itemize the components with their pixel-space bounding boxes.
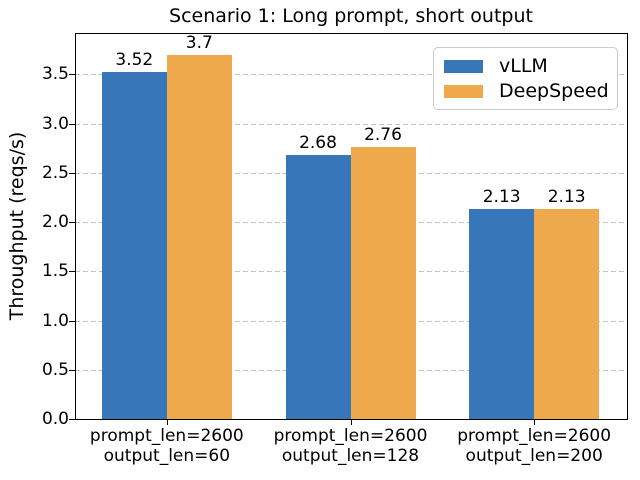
gridline [75,123,626,125]
bar-deepspeed [350,147,416,419]
bar-value-label: 2.68 [299,133,337,154]
bar-value-label: 2.13 [547,187,586,208]
x-tick-mark [350,419,352,425]
y-tick-label: 3.0 [41,113,69,134]
legend: vLLM DeepSpeed [433,47,618,110]
y-tick-mark [69,320,75,322]
y-tick-mark [69,123,75,125]
gridline [75,74,626,76]
chart-title: Scenario 1: Long prompt, short output [169,5,533,27]
legend-swatch-vllm [444,59,483,73]
bar-vllm [101,72,167,419]
bar-value-label: 3.7 [185,32,213,53]
bar-vllm [285,155,351,419]
x-tick-label: prompt_len=2600 output_len=128 [273,426,428,466]
y-tick-label: 2.5 [41,162,69,183]
y-tick-mark [69,271,75,273]
bar-vllm [469,209,535,419]
y-tick-mark [69,222,75,224]
legend-item-label: DeepSpeed [499,80,609,102]
y-tick-mark [69,74,75,76]
x-tick-label: prompt_len=2600 output_len=60 [89,426,244,466]
y-tick-mark [69,172,75,174]
bar-deepspeed [534,209,600,419]
bar-deepspeed [166,54,232,419]
x-tick-label: prompt_len=2600 output_len=200 [457,426,612,466]
y-tick-label: 3.5 [41,64,69,85]
y-tick-label: 0.5 [41,359,69,380]
y-tick-mark [69,369,75,371]
legend-item-vllm: vLLM [444,55,605,77]
bar-value-label: 2.13 [482,187,521,208]
legend-swatch-deepspeed [444,84,483,98]
y-tick-mark [69,419,75,420]
y-tick-label: 1.5 [41,261,69,282]
legend-item-deepspeed: DeepSpeed [444,80,609,102]
y-tick-label: 2.0 [41,212,69,233]
bar-value-label: 2.76 [364,125,402,146]
legend-item-label: vLLM [499,55,548,77]
bar-value-label: 3.52 [115,50,154,71]
y-tick-label: 1.0 [41,310,69,331]
x-tick-mark [534,419,536,425]
x-tick-mark [166,419,168,425]
y-tick-label: 0.0 [41,409,69,429]
